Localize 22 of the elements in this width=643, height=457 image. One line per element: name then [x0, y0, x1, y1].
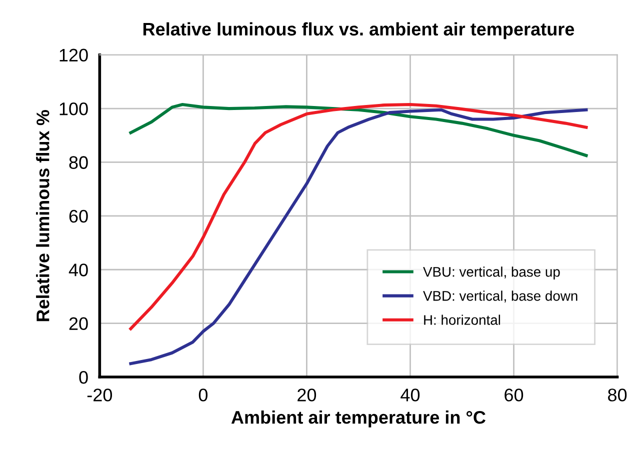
x-tick-label: 60 [504, 388, 524, 402]
y-tick-label: 100 [60, 102, 88, 116]
line-series [129, 102, 588, 158]
x-tick-label: -20 [87, 388, 112, 402]
x-tick-label: 0 [198, 388, 208, 402]
y-tick-label: 40 [68, 264, 88, 276]
y-tick-label: 20 [69, 317, 88, 330]
x-tick-label: 20 [298, 388, 316, 402]
y-tick-label: 60 [69, 210, 88, 223]
x-axis-title: Ambient air temperature in °C [231, 410, 486, 428]
chart-title: Relative luminous flux vs. ambient air temperature [143, 22, 574, 40]
y-tick-label: 80 [69, 156, 88, 169]
y-tick-label: 120 [60, 48, 88, 62]
line-series [129, 108, 588, 366]
x-tick-label: 80 [608, 388, 627, 402]
y-axis-title: Relative luminous flux % [36, 110, 50, 322]
legend-label: VBD: vertical, base down [423, 290, 578, 302]
legend-label: H: horizontal [424, 314, 500, 325]
legend-label: VBU: vertical, base up [423, 266, 560, 280]
y-tick-label: 0 [79, 370, 88, 384]
line-series [129, 102, 588, 330]
x-tick-label: 40 [400, 388, 420, 402]
